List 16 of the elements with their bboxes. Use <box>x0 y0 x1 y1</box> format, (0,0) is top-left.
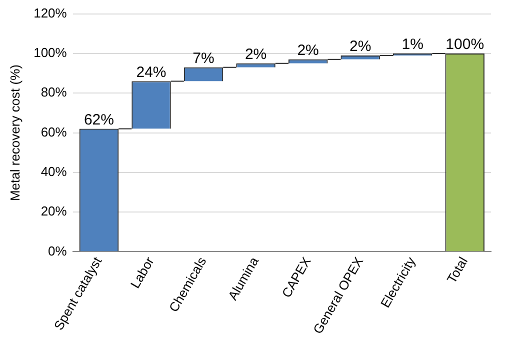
data-label: 1% <box>402 36 424 54</box>
y-tick-label: 40% <box>40 164 68 179</box>
data-label: 2% <box>349 38 372 56</box>
y-tick-label: 0% <box>48 243 68 258</box>
y-tick-label: 100% <box>34 45 68 60</box>
data-label: 100% <box>446 36 484 54</box>
y-tick-label: 60% <box>40 124 68 140</box>
data-label: 62% <box>84 111 114 128</box>
data-label: 2% <box>297 42 319 60</box>
y-tick-label: 120% <box>34 5 68 20</box>
data-label: 7% <box>192 50 214 67</box>
data-label: 24% <box>136 64 166 81</box>
data-label: 2% <box>244 46 267 64</box>
y-tick-label: 20% <box>40 204 68 219</box>
y-tick-label: 80% <box>40 84 68 100</box>
y-axis-title: Metal recovery cost (%) <box>7 64 22 202</box>
